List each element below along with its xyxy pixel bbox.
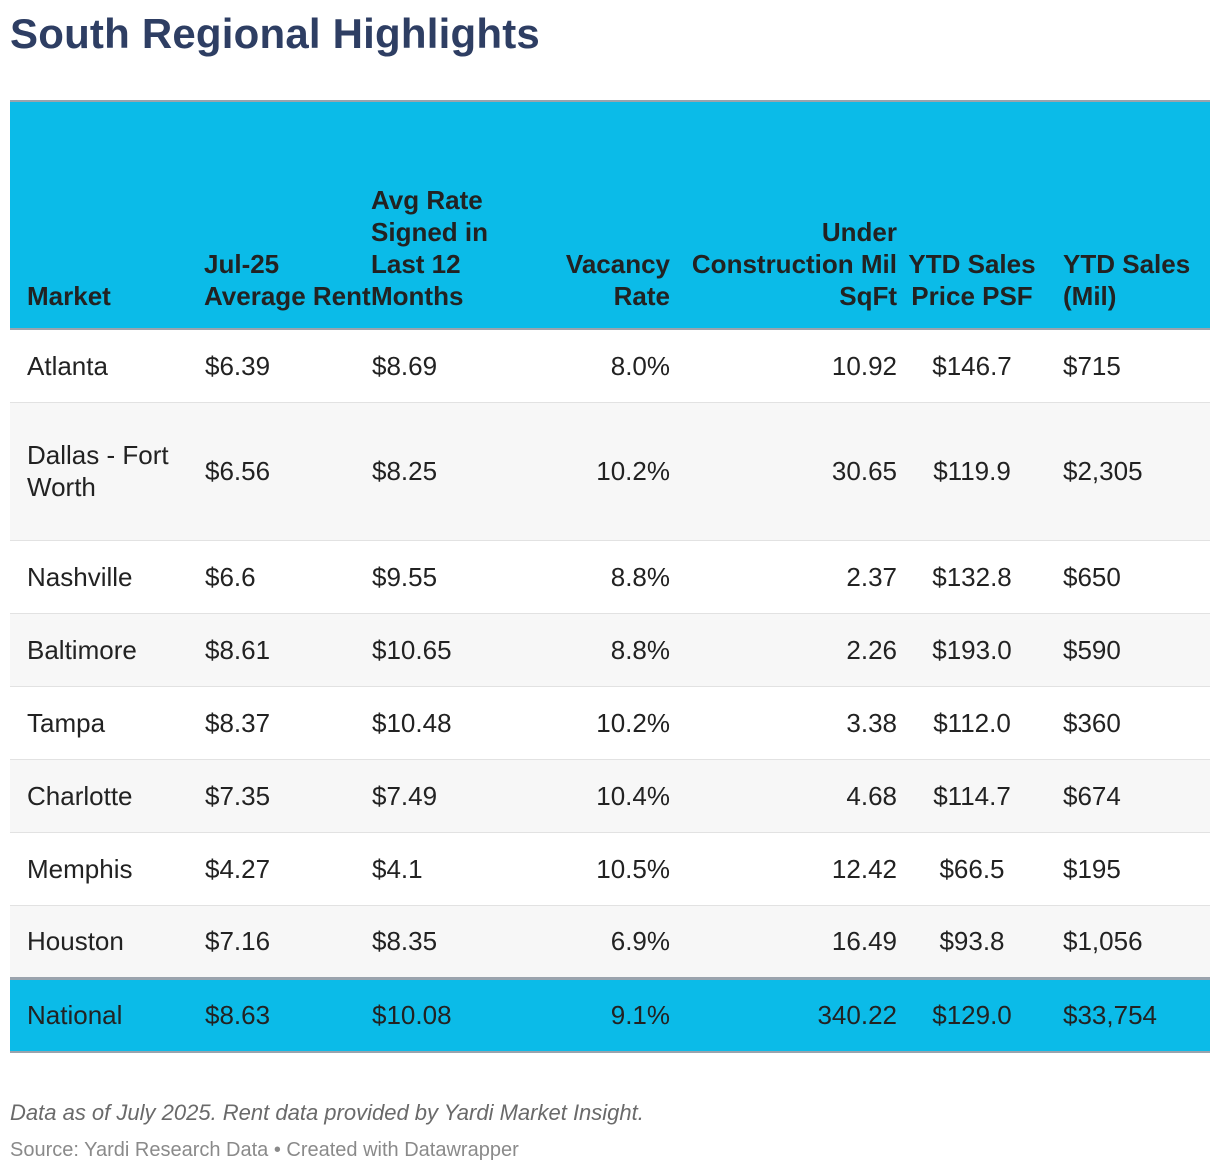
table-row: Houston $7.16 $8.35 6.9% 16.49 $93.8 $1,056: [10, 905, 1210, 979]
cell-rent: $6.56: [204, 402, 371, 541]
column-header-market[interactable]: Market: [10, 101, 204, 330]
cell-under-construction: 12.42: [670, 832, 897, 906]
cell-market: Nashville: [10, 540, 204, 614]
cell-under-construction: 30.65: [670, 402, 897, 541]
total-cell-sales: $33,754: [1063, 1000, 1157, 1031]
cell-market: Dallas - Fort Worth: [10, 402, 204, 541]
cell-sales-price: $193.0: [897, 613, 1047, 687]
cell-vacancy: 10.2%: [530, 402, 670, 541]
table-row: Tampa $8.37 $10.48 10.2% 3.38 $112.0 $360: [10, 686, 1210, 760]
cell-under-construction: 4.68: [670, 759, 897, 833]
table-body: Atlanta $6.39 $8.69 8.0% 10.92 $146.7 $715 Dall…: [10, 329, 1210, 979]
cell-sales: $1,056: [1047, 905, 1210, 979]
cell-rent: $8.37: [204, 686, 371, 760]
cell-avg-rate: $10.48: [371, 686, 530, 760]
total-cell-vacancy: 9.1%: [610, 1000, 670, 1031]
table-row: Nashville $6.6 $9.55 8.8% 2.37 $132.8 $650: [10, 540, 1210, 614]
cell-rent: $4.27: [204, 832, 371, 906]
cell-vacancy: 8.0%: [530, 329, 670, 403]
column-header-vacancy[interactable]: Vacancy Rate: [530, 101, 670, 330]
cell-sales-price: $119.9: [897, 402, 1047, 541]
cell-sales-price: $112.0: [897, 686, 1047, 760]
cell-avg-rate: $4.1: [371, 832, 530, 906]
table-row: Atlanta $6.39 $8.69 8.0% 10.92 $146.7 $715: [10, 329, 1210, 403]
cell-market: Charlotte: [10, 759, 204, 833]
cell-avg-rate: $10.65: [371, 613, 530, 687]
column-header-sales-price[interactable]: YTD Sales Price PSF: [897, 101, 1047, 330]
cell-sales: $715: [1047, 329, 1210, 403]
cell-sales: $360: [1047, 686, 1210, 760]
cell-sales: $674: [1047, 759, 1210, 833]
table-row: Memphis $4.27 $4.1 10.5% 12.42 $66.5 $195: [10, 832, 1210, 906]
cell-sales: $590: [1047, 613, 1210, 687]
cell-sales: $650: [1047, 540, 1210, 614]
cell-vacancy: 6.9%: [530, 905, 670, 979]
chart-title: South Regional Highlights: [10, 10, 540, 57]
cell-sales: $2,305: [1047, 402, 1210, 541]
cell-market: Houston: [10, 905, 204, 979]
total-cell-under-construction: 340.22: [817, 1000, 897, 1031]
cell-under-construction: 3.38: [670, 686, 897, 760]
cell-rent: $8.61: [204, 613, 371, 687]
cell-avg-rate: $9.55: [371, 540, 530, 614]
cell-rent: $7.35: [204, 759, 371, 833]
cell-under-construction: 2.37: [670, 540, 897, 614]
cell-vacancy: 10.4%: [530, 759, 670, 833]
cell-under-construction: 10.92: [670, 329, 897, 403]
cell-avg-rate: $7.49: [371, 759, 530, 833]
header-row: Market Jul-25 Average Rent Avg Rate Sign…: [10, 101, 1210, 330]
total-cell-sales-price: $129.0: [932, 1000, 1012, 1031]
cell-sales-price: $132.8: [897, 540, 1047, 614]
cell-under-construction: 16.49: [670, 905, 897, 979]
cell-rent: $6.6: [204, 540, 371, 614]
total-cell-avg-rate: $10.08: [372, 1000, 452, 1031]
cell-market: Tampa: [10, 686, 204, 760]
total-row: National $8.63 $10.08 9.1% 340.22 $129.0…: [10, 978, 1210, 1052]
cell-market: Baltimore: [10, 613, 204, 687]
cell-rent: $7.16: [204, 905, 371, 979]
data-table: Market Jul-25 Average Rent Avg Rate Sign…: [10, 100, 1210, 1053]
cell-avg-rate: $8.35: [371, 905, 530, 979]
cell-vacancy: 8.8%: [530, 613, 670, 687]
chart-notes: Data as of July 2025. Rent data provided…: [10, 1100, 644, 1125]
total-cell-rent: $8.63: [205, 1000, 271, 1031]
column-header-avg-rate[interactable]: Avg Rate Signed in Last 12 Months: [371, 101, 530, 330]
cell-vacancy: 10.5%: [530, 832, 670, 906]
cell-vacancy: 8.8%: [530, 540, 670, 614]
cell-sales-price: $66.5: [897, 832, 1047, 906]
total-cell-market: National: [27, 1000, 123, 1031]
cell-avg-rate: $8.25: [371, 402, 530, 541]
cell-market: Memphis: [10, 832, 204, 906]
cell-avg-rate: $8.69: [371, 329, 530, 403]
column-header-sales[interactable]: YTD Sales (Mil): [1047, 101, 1210, 330]
column-header-rent[interactable]: Jul-25 Average Rent: [204, 101, 371, 330]
chart-source: Source: Yardi Research Data • Created wi…: [10, 1139, 519, 1161]
column-header-under-construction[interactable]: Under Construction Mil SqFt: [670, 101, 897, 330]
table-row: Baltimore $8.61 $10.65 8.8% 2.26 $193.0 $590: [10, 613, 1210, 687]
cell-sales-price: $93.8: [897, 905, 1047, 979]
cell-under-construction: 2.26: [670, 613, 897, 687]
cell-vacancy: 10.2%: [530, 686, 670, 760]
cell-sales-price: $114.7: [897, 759, 1047, 833]
cell-sales-price: $146.7: [897, 329, 1047, 403]
cell-market: Atlanta: [10, 329, 204, 403]
table-row: Charlotte $7.35 $7.49 10.4% 4.68 $114.7 $674: [10, 759, 1210, 833]
cell-rent: $6.39: [204, 329, 371, 403]
cell-sales: $195: [1047, 832, 1210, 906]
table-row: Dallas - Fort Worth $6.56 $8.25 10.2% 30.65 $…: [10, 402, 1210, 541]
